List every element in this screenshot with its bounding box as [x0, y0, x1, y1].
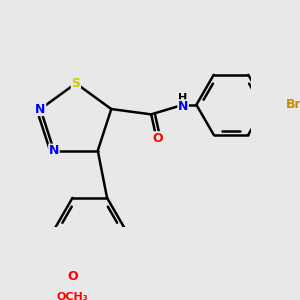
Text: S: S — [71, 77, 80, 90]
Text: O: O — [153, 132, 164, 145]
Text: OCH₃: OCH₃ — [57, 292, 88, 300]
Text: Br: Br — [286, 98, 300, 111]
Text: N: N — [49, 144, 59, 157]
Text: N: N — [178, 100, 188, 113]
Text: O: O — [67, 270, 78, 283]
Text: H: H — [178, 93, 188, 103]
Text: N: N — [35, 103, 46, 116]
